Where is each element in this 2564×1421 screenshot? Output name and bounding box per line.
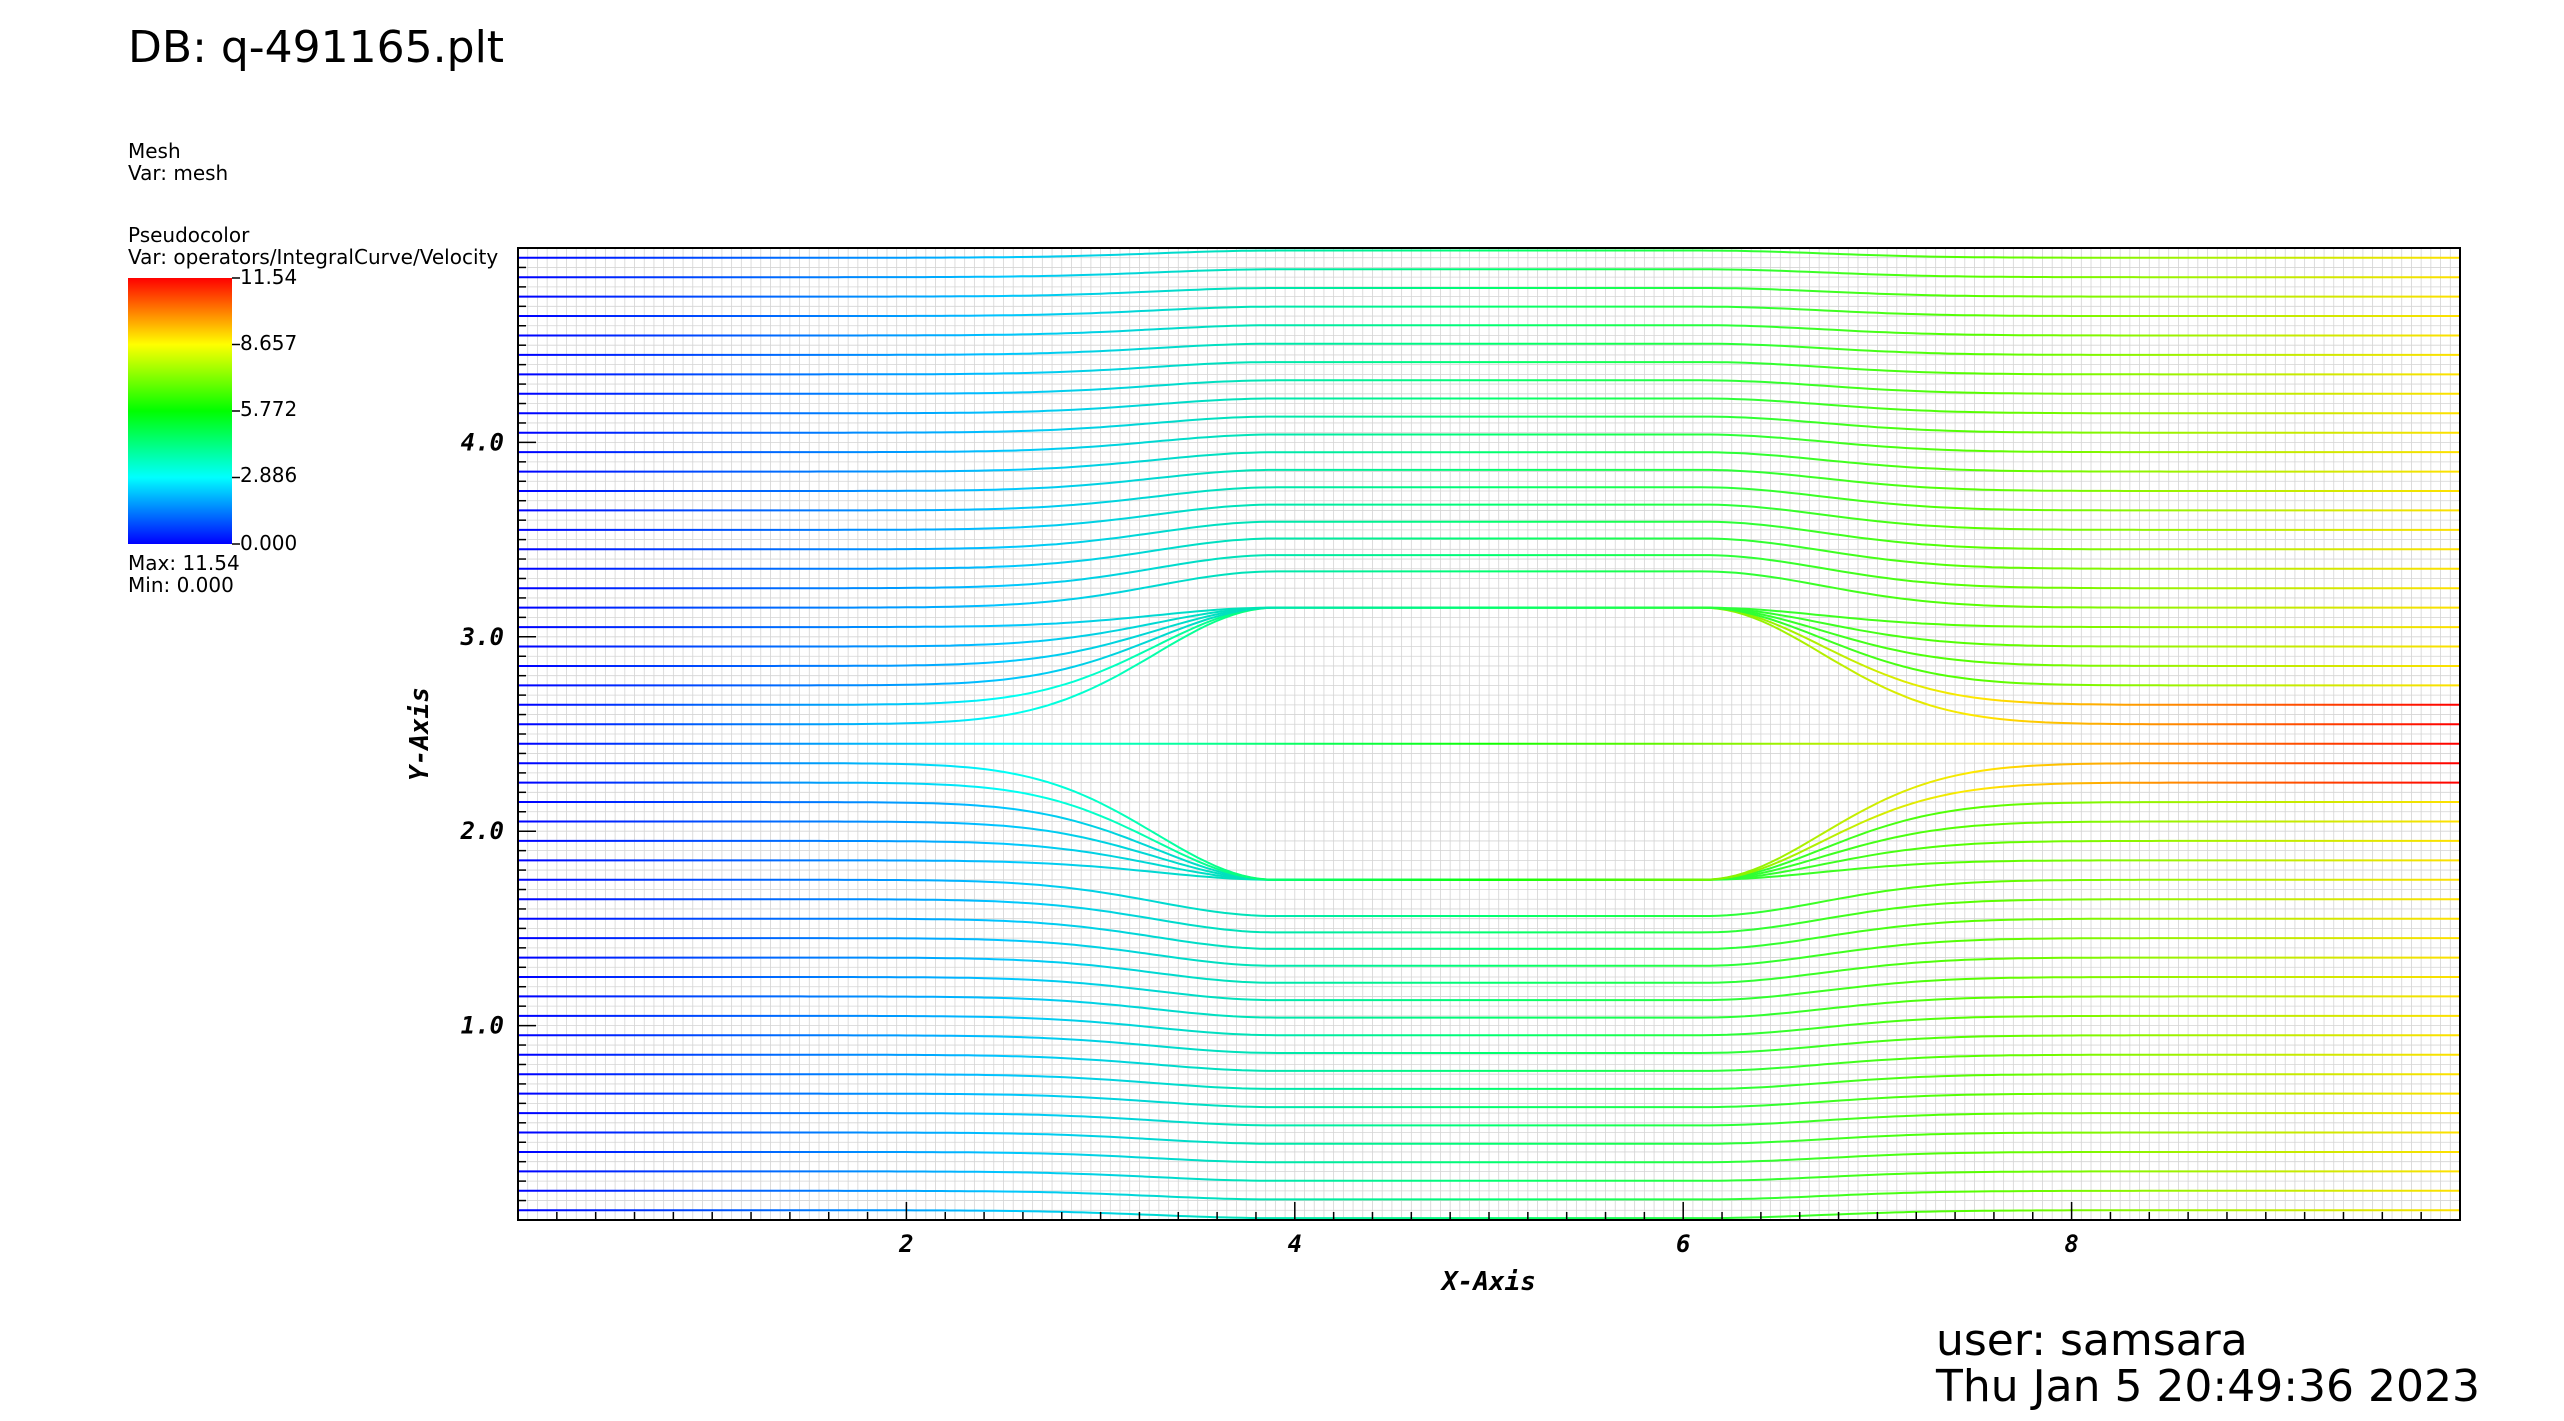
x-tick-label: 8 bbox=[2064, 1230, 2078, 1258]
y-tick-label: 1.0 bbox=[461, 1012, 504, 1040]
streamline bbox=[518, 1151, 2460, 1164]
colorbar-label-max: 11.54 bbox=[240, 265, 298, 289]
streamline bbox=[518, 1112, 2460, 1127]
streamline bbox=[518, 361, 2460, 376]
pseudocolor-legend: Pseudocolor Var: operators/IntegralCurve… bbox=[128, 224, 498, 268]
streamline bbox=[518, 1092, 2460, 1109]
db-title: DB: q-491165.plt bbox=[128, 22, 505, 73]
colorbar-ticks bbox=[232, 277, 240, 545]
streamline bbox=[518, 937, 2460, 967]
footer-user: user: samsara bbox=[1936, 1315, 2248, 1366]
x-tick-label: 2 bbox=[898, 1230, 913, 1258]
streamlines bbox=[518, 249, 2460, 1220]
x-axis-label: X-Axis bbox=[1440, 1267, 1536, 1297]
axis-ticks: 2 4 6 8 1.0 2.0 3.0 4.0 bbox=[460, 247, 2461, 1258]
colorbar-label-min: 0.000 bbox=[240, 531, 298, 555]
streamline bbox=[518, 1053, 2460, 1072]
streamline bbox=[518, 397, 2460, 415]
x-tick-label: 6 bbox=[1676, 1230, 1690, 1258]
footer-timestamp: Thu Jan 5 20:49:36 2023 bbox=[1936, 1361, 2481, 1412]
pseudocolor-var-name: Var: operators/IntegralCurve/Velocity bbox=[128, 245, 499, 269]
streamline bbox=[518, 1014, 2460, 1037]
colorbar-label-2: 5.772 bbox=[240, 397, 298, 421]
x-tick-label: 4 bbox=[1288, 1230, 1302, 1258]
streamline bbox=[518, 503, 2460, 531]
streamline bbox=[518, 1170, 2460, 1182]
max-value: Max: 11.54 bbox=[128, 551, 240, 575]
streamline bbox=[518, 433, 2460, 454]
streamline bbox=[518, 1073, 2460, 1090]
streamline bbox=[518, 486, 2460, 512]
streamline bbox=[518, 324, 2460, 337]
mesh-legend: Mesh Var: mesh bbox=[128, 140, 228, 184]
streamline bbox=[518, 415, 2460, 434]
streamline bbox=[518, 451, 2460, 473]
streamline bbox=[518, 379, 2460, 395]
streamline bbox=[518, 956, 2460, 984]
streamline bbox=[518, 976, 2460, 1002]
streamline bbox=[518, 520, 2460, 551]
streamline bbox=[518, 287, 2460, 298]
streamline bbox=[518, 537, 2460, 570]
y-tick-label: 3.0 bbox=[460, 623, 504, 651]
streamline bbox=[518, 878, 2460, 917]
y-axis-label: Y-Axis bbox=[405, 687, 435, 781]
streamline bbox=[518, 917, 2460, 950]
colorbar-label-1: 2.886 bbox=[240, 463, 298, 487]
pseudocolor-plot-name: Pseudocolor bbox=[128, 223, 250, 247]
streamline bbox=[518, 606, 2460, 629]
streamline bbox=[518, 1189, 2460, 1201]
footer: user: samsara Thu Jan 5 20:49:36 2023 bbox=[1936, 1318, 2480, 1410]
colorbar bbox=[128, 278, 232, 544]
streamline bbox=[518, 762, 2460, 881]
streamline bbox=[518, 249, 2460, 259]
streamline bbox=[518, 570, 2460, 609]
streamline bbox=[518, 554, 2460, 590]
colorbar-label-3: 8.657 bbox=[240, 331, 298, 355]
streamline bbox=[518, 268, 2460, 279]
mesh-plot-name: Mesh bbox=[128, 139, 181, 163]
streamline bbox=[518, 1034, 2460, 1054]
streamline bbox=[518, 342, 2460, 356]
y-tick-label: 4.0 bbox=[461, 428, 504, 456]
min-value: Min: 0.000 bbox=[128, 573, 234, 597]
streamline bbox=[518, 468, 2460, 492]
streamline bbox=[518, 898, 2460, 934]
streamline bbox=[518, 305, 2460, 317]
y-tick-label: 2.0 bbox=[460, 817, 504, 845]
streamline bbox=[518, 1131, 2460, 1145]
mesh-var-name: Var: mesh bbox=[128, 161, 229, 185]
streamline bbox=[518, 995, 2460, 1019]
